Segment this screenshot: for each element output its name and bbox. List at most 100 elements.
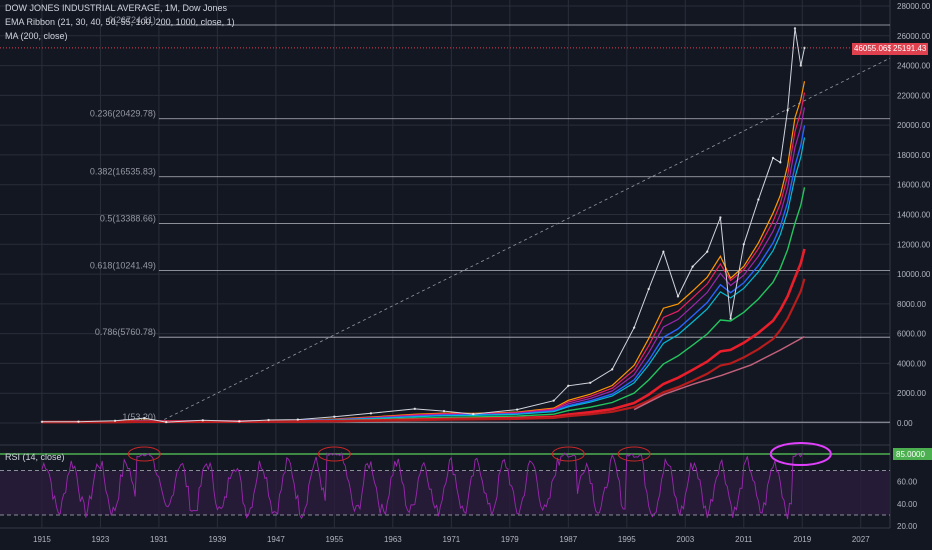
x-tick-label: 1963 [384,535,402,544]
price-point [691,265,694,268]
x-tick-label: 2027 [852,535,870,544]
price-point [296,418,300,421]
fib-label: 0.236(20429.78) [90,109,156,119]
rsi-line [41,451,805,520]
price-point [143,416,146,420]
price-point [40,420,44,424]
x-tick-label: 1971 [442,535,460,544]
overbought-marker [551,446,585,462]
price-point [472,412,475,416]
x-tick-label: 2019 [793,535,811,544]
price-point [567,384,570,387]
price-point [706,250,709,253]
price-point [757,198,760,201]
chart-title: DOW JONES INDUSTRIAL AVERAGE, 1M, Dow Jo… [5,3,228,13]
price-point [647,287,650,291]
rsi-label[interactable]: RSI (14, close) [5,452,65,462]
y-tick-label: 18000.00 [897,151,931,160]
price-point [589,381,592,384]
price-point [771,156,775,160]
y-tick-label: 14000.00 [897,211,931,220]
y-tick-label: 4000.00 [897,359,926,368]
price-point [793,27,797,30]
y-tick-label: 2000.00 [897,389,926,398]
y-tick-label: 8000.00 [897,300,926,309]
price-point [333,415,336,418]
rsi-tick-label: 20.00 [897,522,918,531]
rsi-level-tag-bg [893,448,932,460]
time-axis[interactable]: 1915 1923 1931 1939 1947 1955 1963 1971 1979 1987… [33,535,870,544]
x-tick-label: 1979 [501,535,519,544]
x-tick-label: 2003 [676,535,694,544]
fib-label: 0.786(5760.78) [95,327,156,337]
rsi-band [0,470,890,515]
ma-200-line [633,335,805,411]
price-point [610,368,614,371]
y-tick-label: 12000.00 [897,240,931,249]
y-tick-label: 6000.00 [897,330,926,339]
price-point [515,408,519,411]
price-point [799,64,803,67]
price-point [779,161,782,164]
price-point [676,295,680,298]
x-tick-label: 1939 [208,535,226,544]
fib-label: 0.382(16535.83) [90,167,156,177]
price-point [267,418,270,422]
x-tick-label: 1915 [33,535,51,544]
price-point [369,412,373,415]
price-tag-right: 25191.43 [891,43,929,55]
ma-label[interactable]: MA (200, close) [5,31,68,41]
price-point [632,326,636,329]
y-tick-label: 28000.00 [897,2,931,11]
price-point [201,419,204,422]
rsi-tick-label: 60.00 [897,478,918,487]
trend-line [158,57,891,423]
y-tick-label: 24000.00 [897,62,931,71]
y-tick-label: 20000.00 [897,121,931,130]
x-tick-label: 1931 [150,535,168,544]
y-tick-label: 10000.00 [897,270,931,279]
price-point [719,216,722,219]
x-tick-label: 1955 [325,535,343,544]
fib-label: 1(53.20) [122,412,156,422]
price-point [729,317,732,320]
overbought-marker [617,446,651,462]
price-point [238,420,241,423]
price-point [413,407,416,411]
y-tick-label: 22000.00 [897,91,931,100]
rsi-pane: 85.0000 [0,442,932,520]
rsi-level-tag: 85.0000 [896,450,925,459]
x-tick-label: 1987 [559,535,577,544]
price-point [442,409,446,413]
x-tick-label: 1923 [92,535,110,544]
price-point [113,419,117,422]
x-tick-label: 1947 [267,535,285,544]
price-point [803,46,806,50]
price-axis[interactable]: 28000.00 26000.00 24000.00 22000.00 20000.00… [897,2,931,531]
price-point [77,420,80,423]
fib-label: 0.5(13388.66) [100,214,156,224]
fib-label: 0(26724.11) [108,15,156,25]
fib-label: 0.618(10241.49) [90,260,156,270]
price-point [742,243,745,246]
ema-ribbon-label[interactable]: EMA Ribbon (21, 30, 40, 50, 55, 100, 200… [5,17,235,27]
price-tag-left: 46055.06$ [852,43,894,55]
y-tick-label: 0.00 [897,419,913,428]
price-point [786,109,789,112]
price-point [165,420,168,424]
x-tick-label: 2011 [735,535,753,544]
y-tick-label: 16000.00 [897,181,931,190]
price-point [552,399,555,402]
price-point [662,250,665,253]
overbought-marker [127,446,161,462]
overbought-marker [769,442,832,466]
price-series [0,27,890,424]
y-tick-label: 26000.00 [897,32,931,41]
rsi-tick-label: 40.00 [897,500,918,509]
x-tick-label: 1995 [618,535,636,544]
overbought-marker [317,446,351,462]
ema-1000 [41,278,806,424]
